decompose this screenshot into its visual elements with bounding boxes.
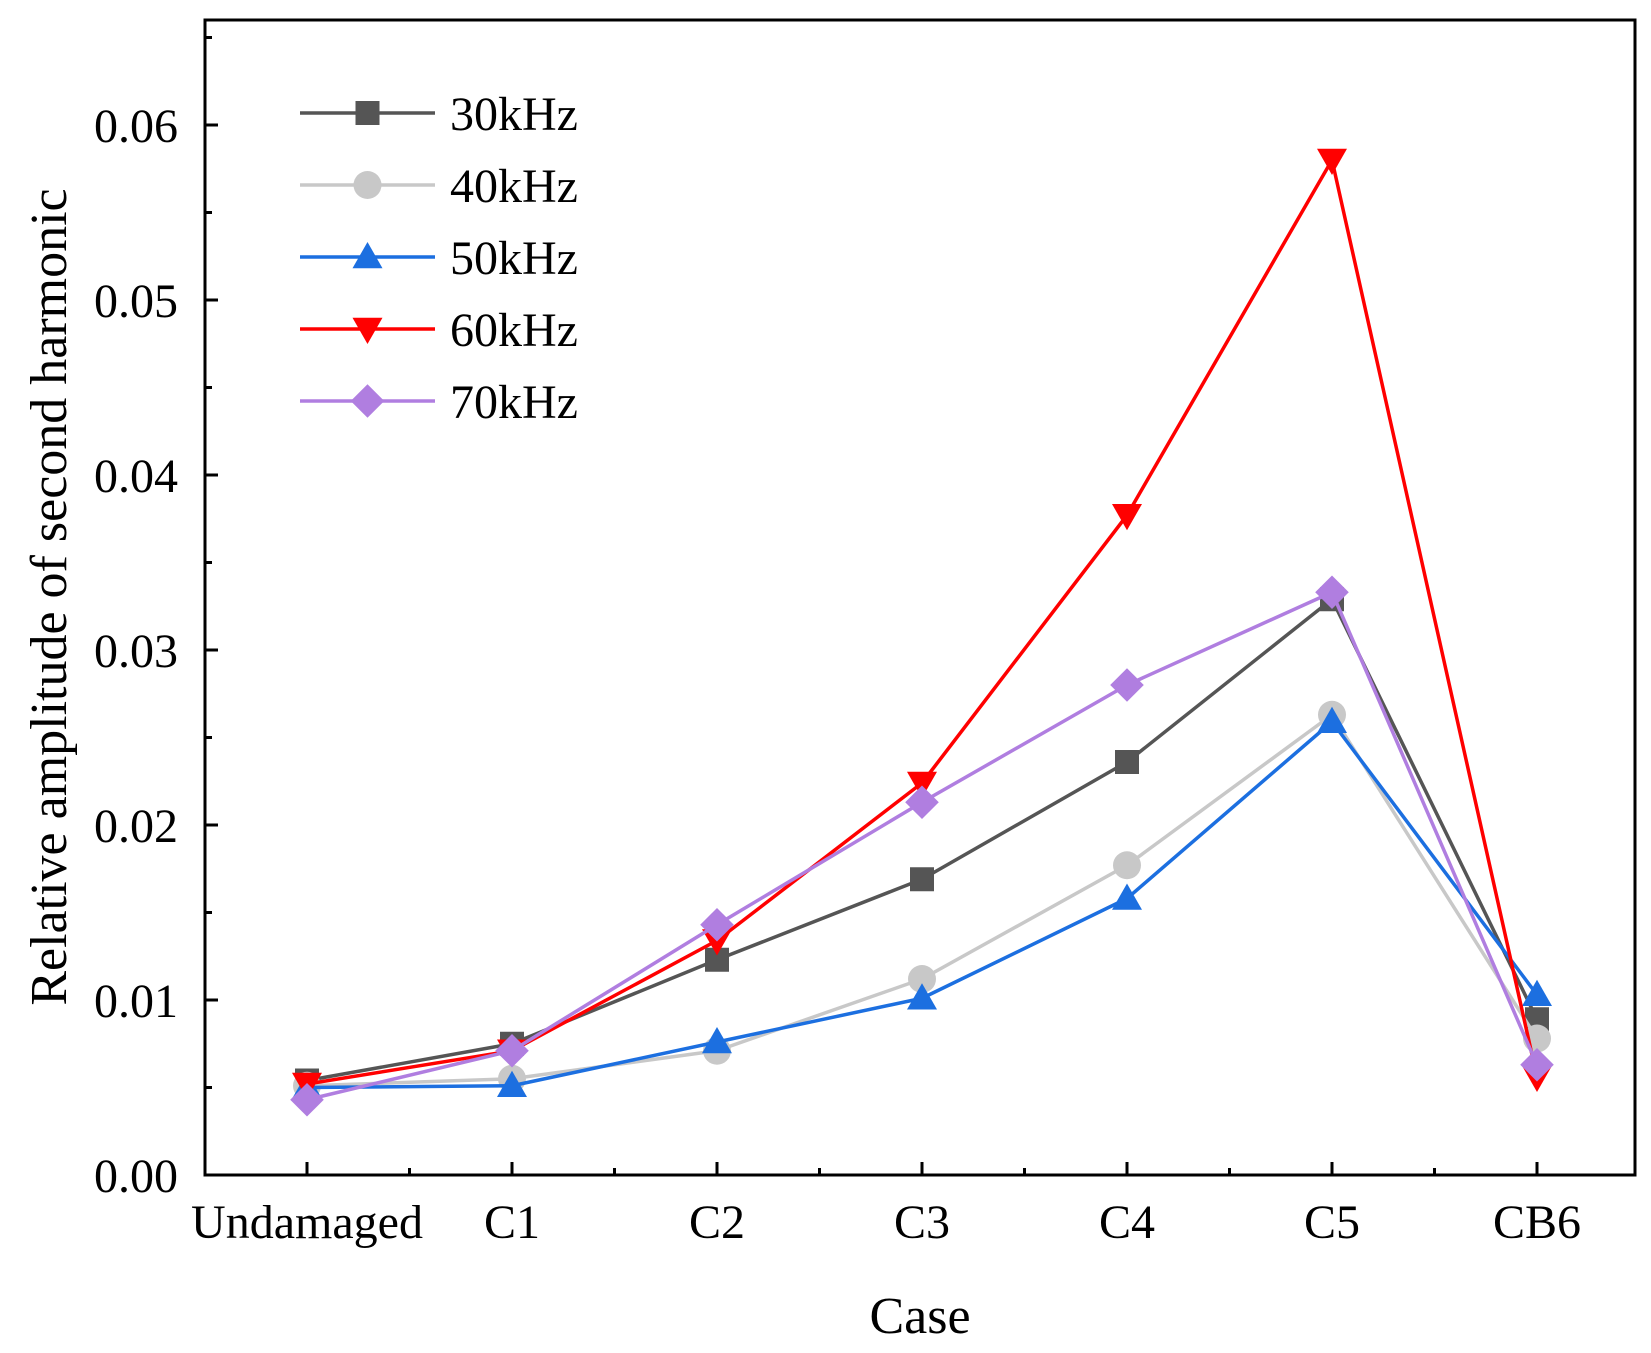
y-tick-label: 0.00 bbox=[94, 1150, 178, 1203]
x-axis-label: Case bbox=[869, 1288, 970, 1345]
y-tick-labels: 0.00 0.01 0.02 0.03 0.04 0.05 0.06 bbox=[94, 100, 178, 1203]
x-tick-labels: Undamaged C1 C2 C3 C4 C5 CB6 bbox=[191, 1196, 1581, 1249]
diamond-marker: 70kHz C1: 0.0071 bbox=[495, 1033, 529, 1068]
diamond-marker: 70kHz C2: 0.0143 bbox=[700, 907, 734, 942]
diamond-marker: 70kHz C3: 0.0213 bbox=[905, 785, 939, 820]
triangle-up-marker: 50kHz CB6: 0.0103 bbox=[1522, 979, 1552, 1006]
x-tick-label: CB6 bbox=[1493, 1196, 1581, 1249]
circle-marker: 40kHz C3: 0.0112 bbox=[908, 965, 936, 993]
triangle-up-marker: 50kHz C4: 0.0158 bbox=[1112, 883, 1142, 910]
legend: 30kHz 40kHz 50kHz 60kHz 70kHz bbox=[300, 88, 578, 429]
series-line bbox=[306, 713, 1539, 1088]
x-tick-label: C5 bbox=[1304, 1196, 1360, 1249]
triangle-up-marker: 50kHz C2: 0.0076 bbox=[702, 1027, 732, 1054]
series-60kHz: 60kHz Undamaged: 0.005260kHz C1: 0.00716… bbox=[292, 148, 1552, 1099]
legend-label: 40kHz bbox=[450, 160, 578, 213]
legend-item: 40kHz bbox=[300, 160, 578, 213]
legend-label: 60kHz bbox=[450, 304, 578, 357]
triangle-down-marker bbox=[352, 317, 383, 344]
circle-marker: 40kHz C4: 0.0177 bbox=[1113, 851, 1141, 880]
x-tick-label: C4 bbox=[1099, 1196, 1155, 1249]
x-tick-label: Undamaged bbox=[191, 1196, 423, 1249]
x-tick-label: C2 bbox=[689, 1196, 745, 1249]
y-tick-label: 0.04 bbox=[94, 450, 178, 503]
y-axis-label: Relative amplitude of second harmonic bbox=[21, 188, 78, 1005]
circle-marker bbox=[353, 171, 382, 199]
legend-label: 30kHz bbox=[450, 88, 578, 141]
legend-label: 70kHz bbox=[450, 376, 578, 429]
legend-label: 50kHz bbox=[450, 232, 578, 285]
diamond-marker bbox=[350, 384, 385, 418]
square-marker: 30kHz C4: 0.0236 bbox=[1115, 750, 1139, 774]
plot-frame bbox=[203, 18, 1637, 1177]
legend-item: 60kHz bbox=[300, 304, 578, 357]
triangle-down-marker: 60kHz C5: 0.058 bbox=[1317, 148, 1347, 175]
triangle-down-marker: 60kHz C4: 0.0377 bbox=[1112, 504, 1142, 531]
series-70kHz: 70kHz Undamaged: 0.0043 70kHz C1: 0.0071 7… bbox=[290, 575, 1554, 1117]
triangle-up-marker: 50kHz C5: 0.0259 bbox=[1317, 706, 1347, 733]
data-series: 30kHz Undamaged: 0.005430kHz C1: 0.00753… bbox=[290, 148, 1554, 1117]
diamond-marker: 70kHz C5: 0.0333 bbox=[1315, 575, 1349, 610]
square-marker: 30kHz C3: 0.0169 bbox=[910, 867, 934, 892]
triangle-down-marker: 60kHz C3: 0.0224 bbox=[907, 771, 937, 798]
series-50kHz: 50kHz Undamaged: 0.00550kHz C1: 0.005150… bbox=[292, 706, 1552, 1099]
triangle-down-marker: 60kHz C2: 0.0134 bbox=[702, 929, 732, 956]
x-tick-label: C1 bbox=[484, 1196, 540, 1249]
series-line bbox=[306, 158, 1539, 1086]
triangle-up-marker: 50kHz C3: 0.0101 bbox=[907, 983, 937, 1010]
x-tick-label: C3 bbox=[894, 1196, 950, 1249]
series-line bbox=[306, 590, 1539, 1102]
legend-item: 50kHz bbox=[300, 232, 578, 285]
y-tick-label: 0.05 bbox=[94, 275, 178, 328]
legend-item: 30kHz bbox=[300, 88, 578, 141]
y-tick-label: 0.06 bbox=[94, 100, 178, 153]
y-tick-label: 0.02 bbox=[94, 800, 178, 853]
triangle-up-marker bbox=[352, 242, 383, 269]
y-tick-label: 0.01 bbox=[94, 975, 178, 1028]
square-marker bbox=[355, 101, 380, 125]
diamond-marker: 70kHz Undamaged: 0.0043 bbox=[290, 1082, 324, 1117]
triangle-up-marker: 50kHz C1: 0.0051 bbox=[497, 1070, 527, 1097]
diamond-marker: 70kHz CB6: 0.0063 bbox=[1520, 1047, 1554, 1082]
y-tick-label: 0.03 bbox=[94, 625, 178, 678]
legend-item: 70kHz bbox=[300, 376, 578, 429]
diamond-marker: 70kHz C4: 0.028 bbox=[1110, 668, 1144, 702]
